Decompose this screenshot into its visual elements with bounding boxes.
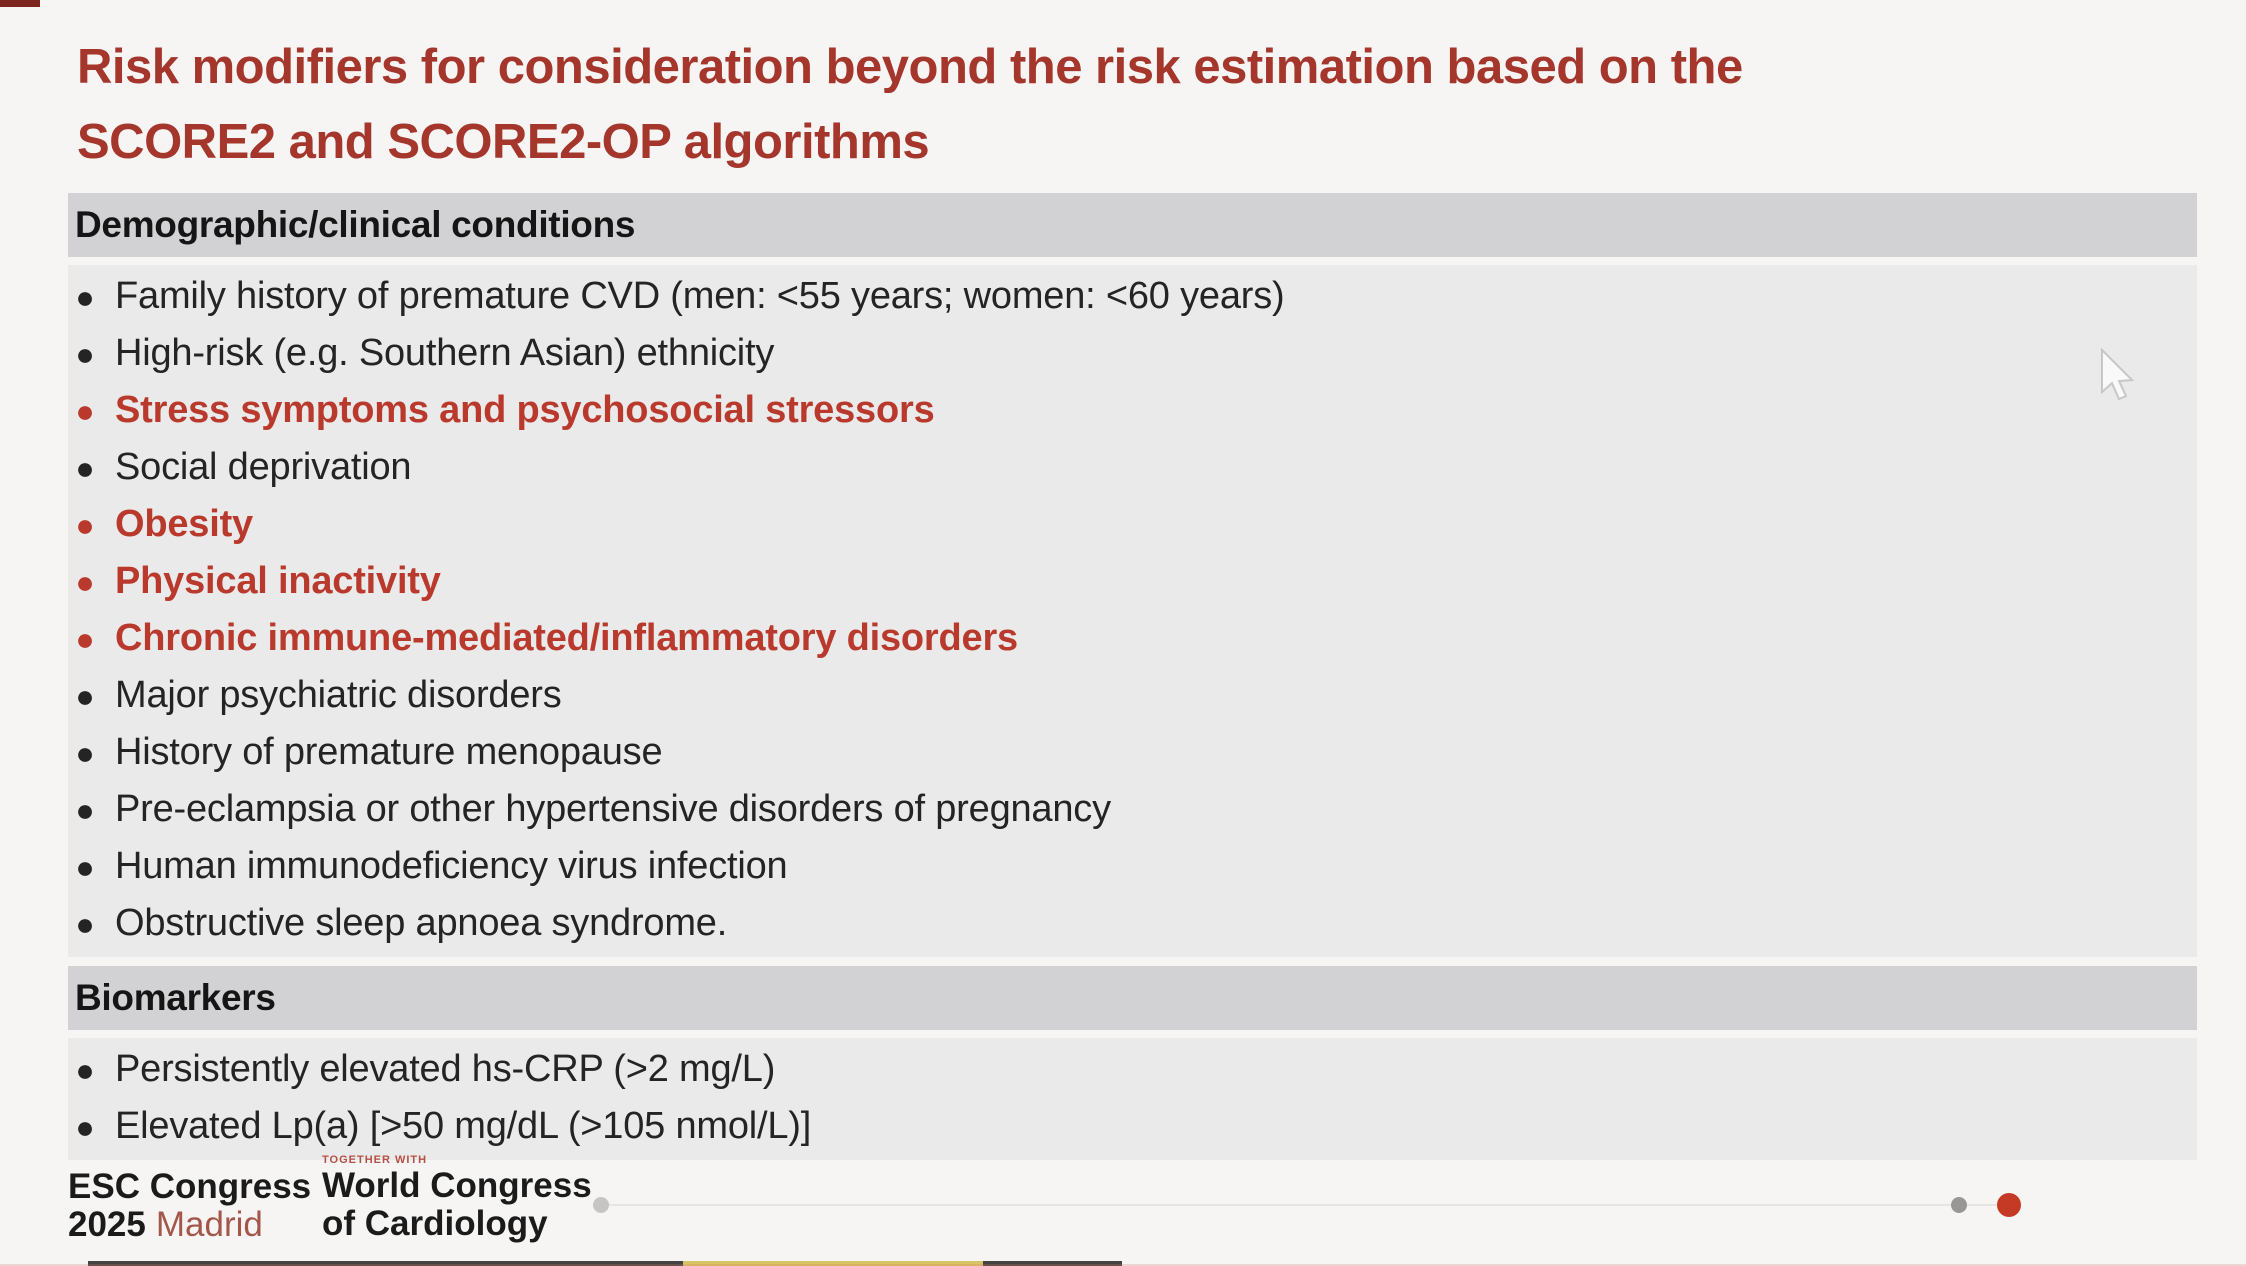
list-item-text: Physical inactivity [115,560,441,602]
world-congress-line2: of Cardiology [322,1204,548,1243]
list-item-text: Pre-eclampsia or other hypertensive diso… [115,788,1111,830]
section-header-label: Demographic/clinical conditions [75,204,636,245]
list-item: ● Pre-eclampsia or other hypertensive dis… [68,781,2197,838]
world-congress-line1: World Congress [322,1166,592,1205]
list-item: ● Family history of premature CVD (men: <… [68,268,2197,325]
esc-congress-name: ESC Congress [68,1167,312,1206]
list-item: ● High-risk (e.g. Southern Asian) ethnici… [68,325,2197,382]
video-scrubber-played-segment[interactable] [683,1261,983,1266]
progress-current-dot[interactable] [1997,1193,2021,1217]
section-header-biomarkers: Biomarkers [68,966,2197,1030]
list-item-text: Human immunodeficiency virus infection [115,845,788,887]
bullet-icon: ● [75,905,95,942]
bullet-icon: ● [75,506,95,543]
list-item: ● Major psychiatric disorders [68,667,2197,724]
list-item-text: Persistently elevated hs-CRP (>2 mg/L) [115,1048,776,1090]
bullet-icon: ● [75,1051,95,1088]
list-item-text: Chronic immune-mediated/inflammatory dis… [115,617,1018,659]
risk-modifiers-table: Demographic/clinical conditions ● Family … [68,193,2197,1169]
world-congress-logo: TOGETHER WITH World Congress of Cardiolo… [322,1154,592,1243]
page-title-line1: Risk modifiers for consideration beyond … [77,40,1743,94]
bullet-icon: ● [75,791,95,828]
list-item-text: Social deprivation [115,446,412,488]
esc-congress-year-city: 2025 Madrid [68,1206,311,1244]
bullet-icon: ● [75,677,95,714]
frame-corner-mark [0,0,40,7]
footer: ESC Congress 2025 Madrid TOGETHER WITH Wo… [0,1150,2246,1260]
progress-marker-dot[interactable] [1951,1197,1967,1213]
bullet-icon: ● [75,449,95,486]
list-item-text: Obstructive sleep apnoea syndrome. [115,902,728,944]
page-title: Risk modifiers for consideration beyond … [77,30,2127,180]
bullet-icon: ● [75,278,95,315]
bullet-icon: ● [75,848,95,885]
together-with-label: TOGETHER WITH [322,1154,428,1166]
list-item-text: Family history of premature CVD (men: <5… [115,275,1285,317]
bullet-icon: ● [75,563,95,600]
video-scrubber-bar[interactable] [88,1261,1122,1266]
list-item: ● Physical inactivity [68,553,2197,610]
mouse-cursor-icon [2101,348,2135,401]
list-item-text: Obesity [115,503,253,545]
biomarkers-items-list: ● Persistently elevated hs-CRP (>2 mg/L) ●… [68,1038,2197,1160]
page-title-line2: SCORE2 and SCORE2-OP algorithms [77,115,930,169]
list-item: ● Chronic immune-mediated/inflammatory di… [68,610,2197,667]
list-item-text: Major psychiatric disorders [115,674,562,716]
section-header-demographic: Demographic/clinical conditions [68,193,2197,257]
bullet-icon: ● [75,335,95,372]
list-item-text: High-risk (e.g. Southern Asian) ethnicit… [115,332,775,374]
esc-congress-city: Madrid [155,1205,263,1244]
bullet-icon: ● [75,620,95,657]
esc-congress-year: 2025 [68,1205,146,1244]
list-item: ● History of premature menopause [68,724,2197,781]
bullet-icon: ● [75,1108,95,1145]
demographic-items-list: ● Family history of premature CVD (men: <… [68,265,2197,957]
list-item-text: Elevated Lp(a) [>50 mg/dL (>105 nmol/L)] [115,1105,812,1147]
progress-start-dot[interactable] [593,1197,609,1213]
bullet-icon: ● [75,734,95,771]
list-item: ● Obstructive sleep apnoea syndrome. [68,895,2197,952]
list-item: ● Obesity [68,496,2197,553]
slide-progress-track[interactable] [600,1204,2009,1206]
list-item-text: History of premature menopause [115,731,663,773]
list-item-text: Stress symptoms and psychosocial stresso… [115,389,935,431]
bullet-icon: ● [75,392,95,429]
list-item: ● Social deprivation [68,439,2197,496]
list-item: ● Elevated Lp(a) [>50 mg/dL (>105 nmol/L)… [68,1098,2197,1155]
video-scrubber-faint-line [0,1264,2246,1266]
section-header-label: Biomarkers [75,977,276,1018]
esc-congress-logo: ESC Congress 2025 Madrid [68,1168,311,1244]
list-item: ● Human immunodeficiency virus infection [68,838,2197,895]
list-item: ● Persistently elevated hs-CRP (>2 mg/L) [68,1041,2197,1098]
list-item: ● Stress symptoms and psychosocial stress… [68,382,2197,439]
